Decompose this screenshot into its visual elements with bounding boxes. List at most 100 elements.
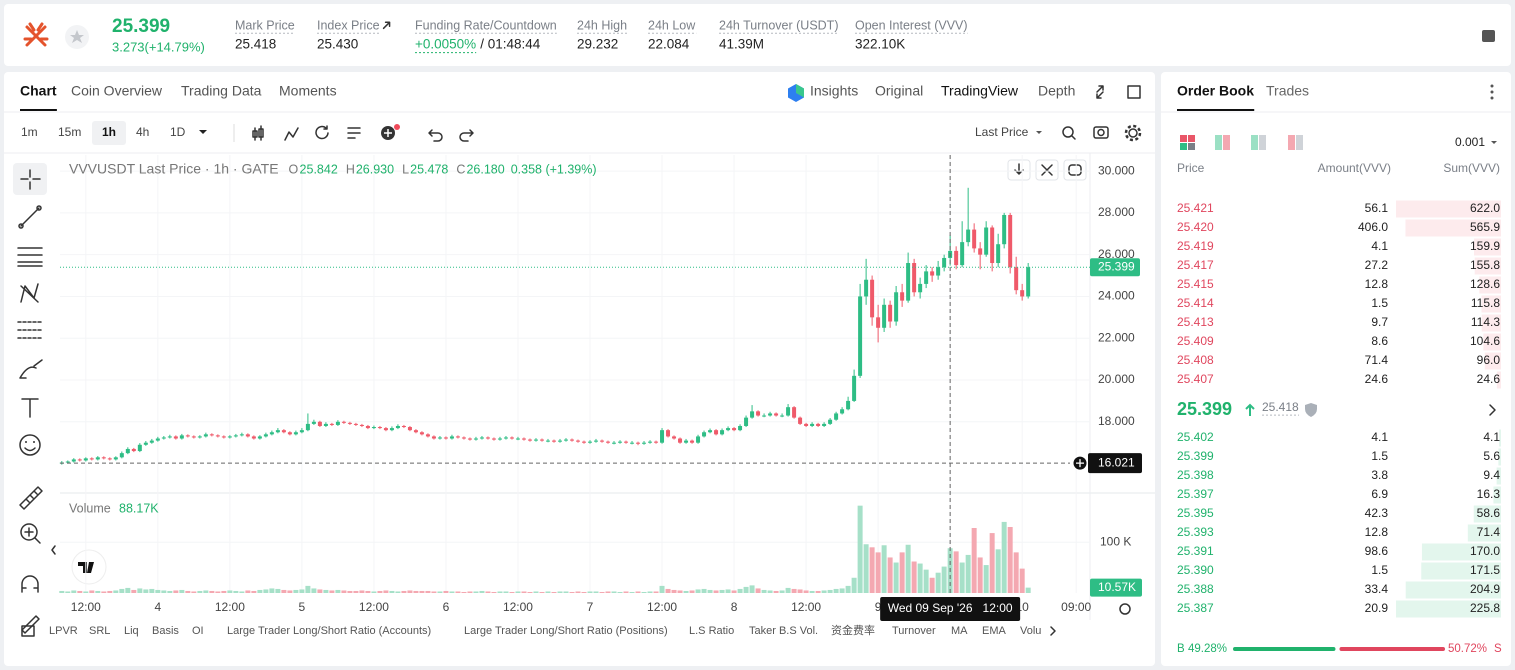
- interval[interactable]: 4h: [136, 125, 149, 139]
- chart-tab[interactable]: Trading Data: [181, 83, 262, 99]
- interval-caret[interactable]: [199, 130, 207, 134]
- book-price[interactable]: 25.395: [1177, 506, 1214, 520]
- book-price[interactable]: 25.420: [1177, 220, 1214, 234]
- volume-bar: [671, 589, 677, 593]
- drawing-tools[interactable]: [13, 163, 47, 634]
- indicator[interactable]: Large Trader Long/Short Ratio (Positions…: [464, 625, 668, 637]
- book-price[interactable]: 25.409: [1177, 334, 1214, 348]
- x-tick-label: 12:00: [71, 600, 101, 614]
- volume-bar: [773, 590, 779, 593]
- header-menu-icon[interactable]: [1482, 30, 1495, 42]
- candle-body: [551, 440, 556, 442]
- volume-bar: [989, 533, 995, 593]
- indicator[interactable]: LPVR: [49, 625, 78, 637]
- chart-buttons[interactable]: [1007, 159, 1087, 181]
- y-tick-label: 28.000: [1098, 205, 1135, 219]
- interval[interactable]: 1D: [170, 125, 186, 139]
- favorite-star[interactable]: [65, 25, 89, 49]
- interval[interactable]: 1h: [102, 125, 116, 139]
- indicator[interactable]: EMA: [982, 625, 1007, 637]
- candle-body: [900, 292, 905, 301]
- book-price[interactable]: 25.421: [1177, 201, 1214, 215]
- book-tab[interactable]: Trades: [1266, 83, 1309, 99]
- book-price[interactable]: 25.393: [1177, 525, 1214, 539]
- depth-bar: [1496, 371, 1501, 389]
- indicator[interactable]: MA: [951, 625, 968, 637]
- book-price[interactable]: 25.402: [1177, 430, 1214, 444]
- book-price[interactable]: 25.417: [1177, 258, 1214, 272]
- book-price[interactable]: 25.397: [1177, 487, 1214, 501]
- stat-label: 24h High: [577, 18, 627, 32]
- indicator[interactable]: Large Trader Long/Short Ratio (Accounts): [227, 625, 431, 637]
- book-price[interactable]: 25.388: [1177, 582, 1214, 596]
- book-price[interactable]: 25.390: [1177, 563, 1214, 577]
- price-source[interactable]: Last Price: [975, 125, 1029, 139]
- indicator[interactable]: Basis: [152, 625, 179, 637]
- candle-body: [557, 440, 562, 442]
- expand-icon[interactable]: [1096, 85, 1104, 99]
- logo[interactable]: [23, 22, 49, 47]
- book-amount: 9.7: [1371, 315, 1388, 329]
- book-price[interactable]: 25.415: [1177, 277, 1214, 291]
- volume-bar: [521, 591, 527, 593]
- volume-bar: [755, 588, 761, 593]
- toolbar-icons[interactable]: [252, 124, 1142, 142]
- indicator[interactable]: Turnover: [892, 625, 936, 637]
- volume-bar: [623, 591, 629, 593]
- book-sum: 104.6: [1470, 334, 1500, 348]
- indicator[interactable]: L.S Ratio: [689, 625, 734, 637]
- indicator[interactable]: Taker B.S Vol.: [749, 625, 818, 637]
- candle-body: [425, 434, 430, 437]
- book-price[interactable]: 25.398: [1177, 468, 1214, 482]
- candle-body: [203, 434, 208, 437]
- collapse-arrow[interactable]: [51, 545, 56, 555]
- volume-bar: [575, 591, 581, 593]
- indicator[interactable]: OI: [192, 625, 204, 637]
- candle-body: [467, 438, 472, 440]
- book-price[interactable]: 25.419: [1177, 239, 1214, 253]
- view-tab[interactable]: Original: [875, 83, 923, 99]
- candle-body: [65, 461, 70, 463]
- candle-body: [984, 227, 989, 255]
- indicator[interactable]: Volu: [1020, 625, 1041, 637]
- mid-arrow[interactable]: [1489, 404, 1496, 416]
- indicator-scroll[interactable]: [1050, 626, 1056, 636]
- chart-tab[interactable]: Coin Overview: [71, 83, 163, 99]
- y-tick-label: 24.000: [1098, 289, 1135, 303]
- volume-bar: [827, 589, 833, 593]
- book-price[interactable]: 25.407: [1177, 372, 1214, 386]
- window-icon[interactable]: [1127, 85, 1141, 99]
- book-tab[interactable]: Order Book: [1177, 83, 1254, 99]
- interval[interactable]: 1m: [21, 125, 38, 139]
- candle-body: [251, 436, 256, 439]
- indicator[interactable]: 资金费率: [831, 623, 875, 637]
- candle-body: [918, 283, 923, 293]
- precision[interactable]: 0.001: [1455, 135, 1485, 149]
- last-price-tag: [1090, 258, 1140, 277]
- interval[interactable]: 15m: [58, 125, 81, 139]
- indicator-icon[interactable]: [21, 625, 35, 637]
- view-tab[interactable]: Depth: [1038, 83, 1075, 99]
- book-amount: 33.4: [1365, 582, 1389, 596]
- view-tab[interactable]: Insights: [810, 83, 858, 99]
- book-price[interactable]: 25.399: [1177, 449, 1214, 463]
- chart-tab[interactable]: Moments: [279, 83, 337, 99]
- settings-icon[interactable]: [1119, 603, 1131, 615]
- candle-body: [359, 424, 364, 426]
- chart-tab[interactable]: Chart: [20, 83, 57, 99]
- book-price[interactable]: 25.413: [1177, 315, 1214, 329]
- candle-body: [960, 242, 965, 266]
- book-price[interactable]: 25.414: [1177, 296, 1214, 310]
- book-price[interactable]: 25.387: [1177, 601, 1214, 615]
- indicator[interactable]: SRL: [89, 625, 110, 637]
- book-price[interactable]: 25.408: [1177, 353, 1214, 367]
- book-price[interactable]: 25.391: [1177, 544, 1214, 558]
- sell-ratio: 50.72%: [1448, 643, 1487, 655]
- view-tab[interactable]: TradingView: [941, 83, 1019, 99]
- indicator[interactable]: Liq: [124, 625, 139, 637]
- candle-body: [173, 436, 178, 439]
- book-layout-icons[interactable]: [1180, 84, 1497, 151]
- volume-last-tag: [1090, 578, 1142, 597]
- volume-bar: [815, 590, 821, 593]
- candle-body: [263, 434, 268, 437]
